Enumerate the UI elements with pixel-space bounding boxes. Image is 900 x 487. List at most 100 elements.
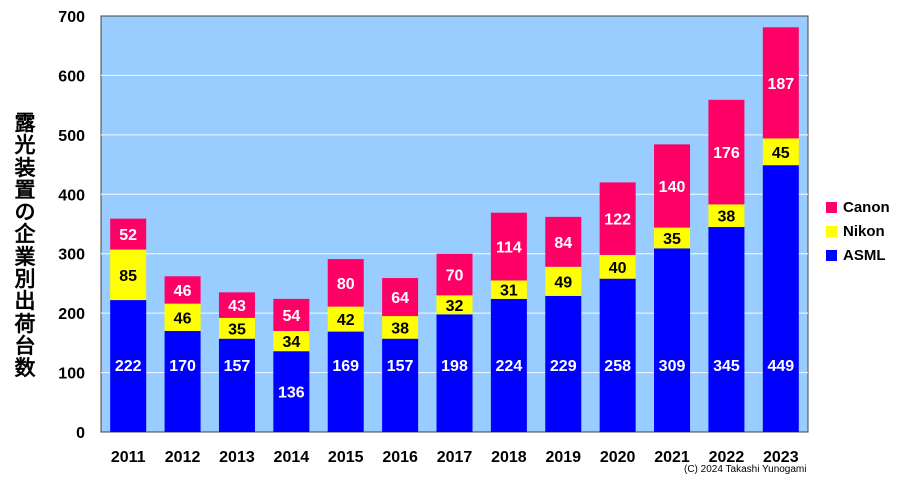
bar-asml — [762, 165, 799, 432]
x-tick-label: 2014 — [274, 449, 310, 466]
legend-item-canon: Canon — [826, 196, 890, 219]
x-tick-label: 2017 — [437, 449, 473, 466]
x-tick-label: 2018 — [491, 449, 527, 466]
data-label-canon: 64 — [391, 290, 409, 307]
data-label-canon: 122 — [604, 212, 631, 229]
bar-nikon — [382, 316, 419, 339]
bar-asml — [110, 300, 147, 432]
bar-asml — [545, 295, 582, 432]
data-label-canon: 140 — [659, 179, 686, 196]
data-label-nikon: 35 — [663, 231, 681, 248]
bar-nikon — [599, 254, 636, 279]
bar-asml — [654, 248, 691, 432]
bar-asml — [327, 331, 364, 432]
bar-canon — [164, 276, 201, 304]
data-label-nikon: 31 — [500, 283, 518, 300]
bar-canon — [708, 99, 745, 205]
y-axis-ticks: 0 100 200 300 400 500 600 700 — [58, 9, 85, 442]
data-label-asml: 345 — [713, 358, 740, 375]
data-label-asml: 170 — [169, 358, 196, 375]
bar-asml — [273, 351, 310, 432]
data-label-canon: 80 — [337, 276, 355, 293]
data-label-nikon: 38 — [391, 320, 409, 337]
y-tick-label: 300 — [58, 247, 85, 264]
data-label-nikon: 85 — [119, 268, 137, 285]
bar-nikon — [327, 306, 364, 332]
legend: Canon Nikon ASML — [826, 196, 890, 268]
bar-asml — [218, 338, 255, 432]
data-label-nikon: 49 — [554, 274, 572, 291]
data-label-nikon: 42 — [337, 312, 355, 329]
bar-canon — [654, 144, 691, 228]
bar-stack-2018: 224 31 114 — [490, 212, 527, 432]
x-tick-label: 2020 — [600, 449, 636, 466]
data-label-asml: 136 — [278, 385, 305, 402]
legend-swatch-canon — [826, 202, 837, 213]
bar-stack-2013: 157 35 43 — [218, 292, 255, 432]
x-tick-label: 2021 — [654, 449, 690, 466]
x-axis-ticks: 2011 2012 2013 2014 2015 2016 2017 2018 2019 2020… — [111, 449, 799, 466]
legend-item-asml: ASML — [826, 244, 890, 267]
gridlines — [101, 74, 808, 374]
y-tick-label: 400 — [58, 187, 85, 204]
y-axis-label: 露光装置の企業別出荷台数 — [14, 111, 36, 381]
bar-canon — [545, 216, 582, 267]
data-label-nikon: 38 — [718, 209, 736, 226]
bar-canon — [382, 278, 419, 317]
bar-canon — [218, 292, 255, 318]
bar-canon — [110, 218, 147, 250]
data-label-nikon: 46 — [174, 310, 192, 327]
bar-stack-2022: 345 38 176 — [708, 99, 745, 432]
legend-swatch-asml — [826, 250, 837, 261]
y-tick-label: 600 — [58, 68, 85, 85]
y-tick-label: 500 — [58, 128, 85, 145]
bar-nikon — [164, 303, 201, 331]
bar-nikon — [110, 249, 147, 301]
data-label-canon: 43 — [228, 298, 246, 315]
bar-asml — [164, 330, 201, 432]
bar-stack-2014: 136 34 54 — [273, 298, 310, 432]
data-label-nikon: 35 — [228, 321, 246, 338]
bar-nikon — [762, 138, 799, 166]
data-label-canon: 187 — [767, 76, 794, 93]
bar-canon — [762, 27, 799, 139]
bar-canon — [490, 212, 527, 281]
bar-stack-2019: 229 49 84 — [545, 216, 582, 432]
bar-nikon — [436, 295, 473, 315]
bar-stack-2016: 157 38 64 — [382, 278, 419, 432]
data-label-asml: 309 — [659, 358, 686, 375]
x-tick-label: 2015 — [328, 449, 364, 466]
bar-stack-2023: 449 45 187 — [762, 27, 799, 432]
data-label-asml: 449 — [767, 358, 794, 375]
x-tick-label: 2019 — [545, 449, 581, 466]
data-label-asml: 229 — [550, 358, 577, 375]
bar-nikon — [273, 330, 310, 352]
legend-item-nikon: Nikon — [826, 220, 890, 243]
bar-nikon — [654, 227, 691, 249]
bar-nikon — [490, 280, 527, 299]
bar-stack-2020: 258 40 122 — [599, 182, 636, 432]
data-label-asml: 198 — [441, 358, 468, 375]
data-label-asml: 157 — [387, 358, 414, 375]
bar-canon — [436, 253, 473, 296]
bars: 222 85 52 170 46 46 157 35 43 136 34 54 169 42 80 157 38… — [110, 27, 799, 432]
x-tick-label: 2022 — [709, 449, 745, 466]
data-label-asml: 258 — [604, 358, 631, 375]
x-tick-label: 2016 — [382, 449, 418, 466]
data-label-canon: 46 — [174, 283, 192, 300]
bar-nikon — [708, 204, 745, 227]
bar-stack-2015: 169 42 80 — [327, 259, 364, 432]
x-tick-label: 2013 — [219, 449, 255, 466]
data-label-nikon: 32 — [446, 298, 464, 315]
legend-label-asml: ASML — [843, 247, 886, 264]
data-label-nikon: 40 — [609, 260, 627, 277]
data-label-canon: 52 — [119, 227, 137, 244]
bar-canon — [599, 182, 636, 255]
y-tick-label: 200 — [58, 306, 85, 323]
y-tick-label: 0 — [76, 425, 85, 442]
bar-nikon — [545, 266, 582, 296]
x-tick-label: 2012 — [165, 449, 201, 466]
data-label-canon: 176 — [713, 145, 740, 162]
y-tick-label: 700 — [58, 9, 85, 26]
